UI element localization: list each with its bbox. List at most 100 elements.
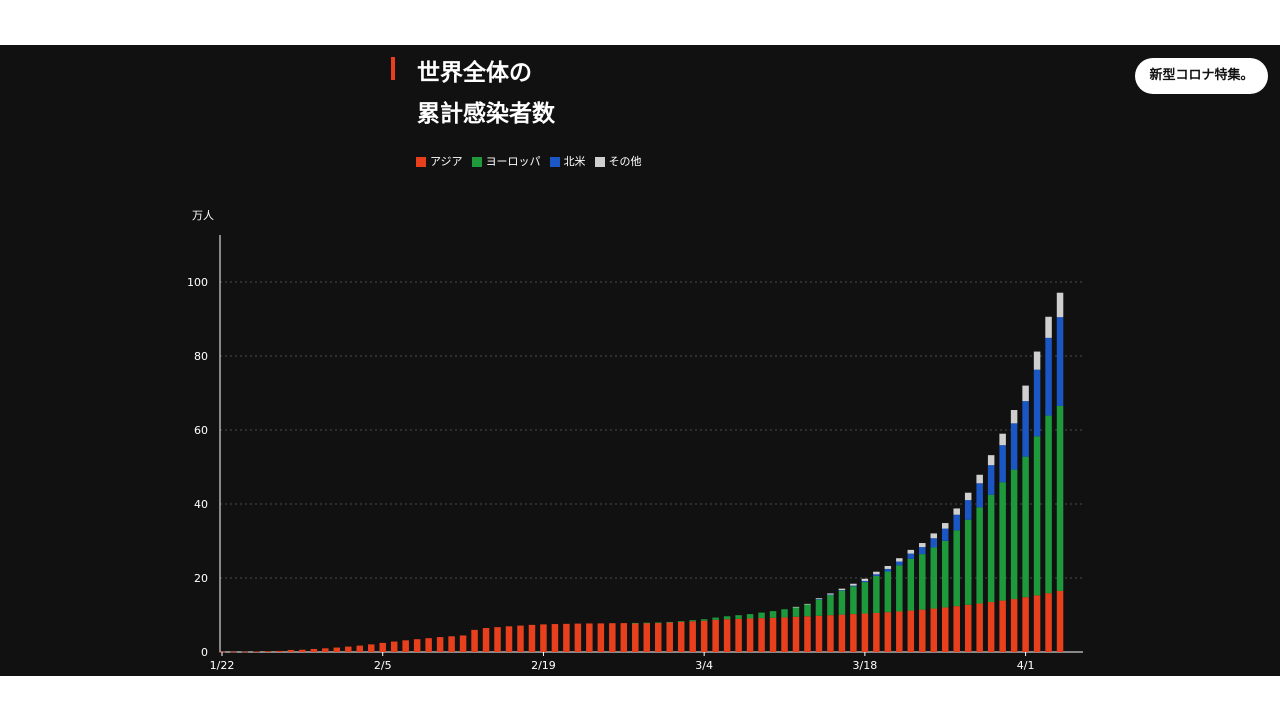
bar-segment-asia <box>769 617 777 652</box>
legend-label-north-america: 北米 <box>563 155 586 168</box>
bar-segment-europe <box>746 614 754 619</box>
bar-segment-north-america <box>850 585 857 587</box>
bar-segment-asia <box>677 621 685 652</box>
bar-segment-europe <box>723 616 731 620</box>
bar-segment-asia <box>253 651 260 653</box>
x-tick-label: 2/19 <box>531 659 556 672</box>
y-tick-label: 100 <box>187 276 208 289</box>
bar-segment-asia <box>873 612 880 652</box>
bar-segment-asia <box>999 600 1006 652</box>
bar-segment-asia <box>241 651 249 653</box>
feature-link-button[interactable]: 新型コロナ特集。 <box>1135 58 1268 94</box>
bar-segment-north-america <box>987 465 995 495</box>
bar-segment-north-america <box>964 500 972 520</box>
bar-segment-asia <box>356 645 364 652</box>
chart-title: 世界全体の 累計感染者数 <box>417 53 555 135</box>
bar-segment-other <box>850 583 857 586</box>
bar-segment-europe <box>941 540 949 608</box>
bar-segment-europe <box>804 604 811 617</box>
bar-segment-asia <box>402 640 409 652</box>
legend-swatch-europe <box>471 157 482 167</box>
y-tick-label: 20 <box>194 572 208 585</box>
bar-segment-europe <box>781 609 788 618</box>
y-axis-unit-label: 万人 <box>192 209 214 222</box>
bar-segment-asia <box>264 651 272 652</box>
bar-segment-other <box>873 571 880 575</box>
legend-label-asia: アジア <box>430 155 463 168</box>
bar-segment-europe <box>689 620 696 622</box>
legend-swatch-north-america <box>549 157 560 167</box>
bar-segment-europe <box>792 607 800 617</box>
bar-segment-asia <box>287 649 295 652</box>
bar-segment-other <box>953 508 960 515</box>
bar-segment-asia <box>700 620 708 652</box>
bar-segment-asia <box>459 635 467 652</box>
bar-segment-asia <box>276 650 283 652</box>
bar-segment-asia <box>861 613 869 652</box>
bar-segment-europe <box>964 519 972 605</box>
bar-segment-asia <box>643 622 651 652</box>
bar-segment-asia <box>620 623 628 652</box>
chart-legend: アジア ヨーロッパ 北米 その他 <box>416 155 642 169</box>
x-tick-label: 3/18 <box>853 659 878 672</box>
y-tick-label: 40 <box>194 498 208 511</box>
bar-segment-asia <box>390 641 398 652</box>
bar-segment-asia <box>953 606 960 652</box>
bar-segment-europe <box>700 619 708 621</box>
bar-segment-north-america <box>907 553 915 559</box>
bar-segment-asia <box>758 618 765 652</box>
bar-segment-asia <box>850 614 857 652</box>
bar-segment-europe <box>758 612 765 619</box>
bar-segment-asia <box>689 621 696 652</box>
bar-segment-north-america <box>976 483 983 508</box>
bar-segment-asia <box>907 610 915 652</box>
bar-segment-europe <box>666 621 673 623</box>
bar-segment-asia <box>632 623 639 652</box>
bar-segment-europe <box>1010 469 1018 600</box>
bar-segment-asia <box>930 608 938 652</box>
bar-segment-europe <box>907 558 915 611</box>
bar-segment-other <box>941 523 949 529</box>
bar-segment-north-america <box>873 574 880 576</box>
bar-segment-asia <box>735 618 742 652</box>
bar-segment-asia <box>322 648 329 652</box>
bar-segment-other <box>815 598 823 599</box>
bar-segment-asia <box>528 624 536 652</box>
bar-segment-europe <box>884 571 892 613</box>
bar-segment-asia <box>987 602 995 652</box>
bar-segment-north-america <box>1045 337 1052 416</box>
bar-segment-asia <box>345 646 352 652</box>
stacked-bar-chart: 0 20 40 60 80 100 1/22 2/5 2/19 3/4 3/18 4/1 <box>187 235 1083 672</box>
legend-item-north-america: 北米 <box>549 155 586 169</box>
bar-segment-other <box>861 578 869 581</box>
bar-segment-europe <box>953 530 960 607</box>
bar-segment-other <box>804 603 811 605</box>
bar-segment-asia <box>746 618 754 652</box>
bar-segment-asia <box>413 639 421 652</box>
bar-segment-asia <box>884 612 892 652</box>
x-tick-label: 1/22 <box>210 659 235 672</box>
y-tick-label: 80 <box>194 350 208 363</box>
bar-segment-north-america <box>884 568 892 572</box>
bar-segment-north-america <box>1022 401 1029 457</box>
bar-segment-europe <box>643 622 651 624</box>
bar-segment-north-america <box>941 528 949 541</box>
bar-segment-north-america <box>919 547 926 555</box>
bar-segment-asia <box>1022 597 1029 652</box>
bar-segment-other <box>1033 351 1041 370</box>
bar-segment-other <box>1022 385 1029 402</box>
legend-item-europe: ヨーロッパ <box>471 155 541 169</box>
bar-segment-asia <box>551 624 559 652</box>
bar-segment-other <box>792 606 800 608</box>
bar-segment-asia <box>964 604 972 652</box>
bar-segment-europe <box>1045 415 1052 594</box>
bar-segment-other <box>1045 316 1052 338</box>
bar-segment-europe <box>1056 405 1064 591</box>
bar-segment-north-america <box>930 538 938 548</box>
bar-segment-north-america <box>838 590 846 591</box>
bar-segment-north-america <box>896 561 903 566</box>
bar-segment-europe <box>712 617 719 620</box>
bar-segment-europe <box>861 582 869 614</box>
bar-segment-asia <box>299 649 306 652</box>
bar-segment-asia <box>1033 595 1041 652</box>
